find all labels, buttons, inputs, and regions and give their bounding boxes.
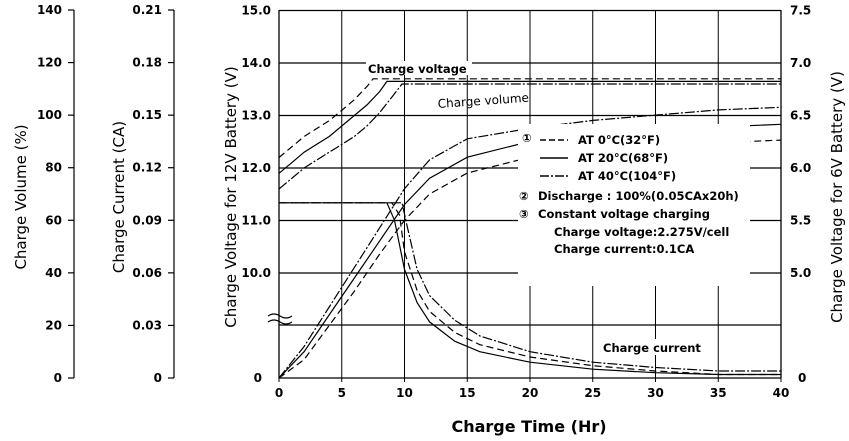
charge-voltage-label: Charge voltage — [368, 62, 467, 76]
voltage6-tick-label: 5.0 — [790, 266, 811, 280]
voltage6-tick-label: 7.0 — [790, 56, 811, 70]
voltage6-tick-label: 6.5 — [790, 109, 811, 123]
voltage12-tick-label: 12.0 — [241, 161, 271, 175]
legend-mark-1: ① — [522, 131, 532, 145]
voltage12-tick-label: 10.0 — [241, 266, 271, 280]
charge-voltage-label-bg — [366, 61, 472, 75]
x-tick-label: 0 — [275, 386, 283, 400]
chart-axes: 10.0 5.0 11.0 5.5 12.0 6.0 13.0 6.5 14.0 7.0 15.0 7… — [37, 3, 811, 400]
volume-tick-label: 40 — [45, 266, 62, 280]
x-axis-label: Charge Time (Hr) — [451, 417, 606, 436]
current-tick-label: 0.15 — [132, 108, 162, 122]
axis-break-mark — [267, 313, 293, 325]
cv-voltage-text: Charge voltage:2.275V/cell — [554, 225, 729, 239]
volume-axis-label: Charge Volume (%) — [12, 124, 30, 269]
voltage12-tick-label: 15.0 — [241, 4, 271, 18]
volume-curve-40c — [278, 106, 782, 379]
current-tick-label: 0 — [154, 371, 162, 385]
current-curve-0c — [279, 202, 781, 376]
x-tick-label: 15 — [459, 386, 476, 400]
charge-volume-label: Charge volume — [437, 91, 529, 111]
current-tick-label: 0.09 — [132, 213, 162, 227]
voltage12-tick-label: 11.0 — [241, 214, 271, 228]
legend-text-40c: AT 40°C(104°F) — [578, 169, 676, 183]
legend-text-0c: AT 0°C(32°F) — [578, 133, 660, 147]
voltage12-tick-label: 0 — [254, 371, 262, 385]
voltage12-axis-label: Charge Voltage for 12V Battery (V) — [222, 66, 240, 327]
volume-tick-label: 0 — [54, 371, 62, 385]
voltage6-tick-label: 5.5 — [790, 214, 811, 228]
x-tick-label: 30 — [647, 386, 664, 400]
x-tick-label: 35 — [710, 386, 727, 400]
current-tick-label: 0.18 — [132, 56, 162, 70]
legend-mark-3: ③ — [519, 207, 529, 221]
voltage-curve-20c — [278, 80, 781, 174]
charge-current-label-bg — [600, 339, 710, 355]
current-tick-label: 0.03 — [132, 318, 162, 332]
volume-tick-label: 60 — [45, 213, 62, 227]
voltage6-axis-label: Charge Voltage for 6V Battery (V) — [828, 71, 846, 323]
current-axis-label: Charge Current (CA) — [110, 121, 128, 273]
discharge-text: Discharge : 100%(0.05CAx20h) — [538, 189, 739, 203]
cv-current-text: Charge current:0.1CA — [554, 242, 694, 256]
volume-tick-label: 80 — [45, 161, 62, 175]
cv-title-text: Constant voltage charging — [538, 207, 710, 221]
legend-text-20c: AT 20°C(68°F) — [578, 151, 668, 165]
x-tick-label: 40 — [773, 386, 790, 400]
voltage6-tick-label: 7.5 — [790, 4, 811, 18]
chart-labels: Charge Volume (%) Charge Current (CA) Ch… — [12, 61, 846, 436]
x-tick-label: 10 — [396, 386, 413, 400]
current-tick-label: 0.12 — [132, 161, 162, 175]
legend-box-bg — [518, 124, 750, 286]
volume-tick-label: 120 — [37, 56, 62, 70]
legend-mark-2: ② — [519, 189, 529, 203]
voltage12-tick-label: 13.0 — [241, 109, 271, 123]
current-tick-label: 0.06 — [132, 266, 162, 280]
voltage12-tick-label: 14.0 — [241, 56, 271, 70]
x-tick-label: 5 — [338, 386, 346, 400]
volume-tick-label: 100 — [37, 108, 62, 122]
voltage6-tick-label: 6.0 — [790, 161, 811, 175]
volume-tick-label: 140 — [37, 3, 62, 17]
volume-tick-label: 20 — [45, 318, 62, 332]
voltage-curve-0c — [278, 78, 781, 158]
x-tick-label: 20 — [522, 386, 539, 400]
current-curve-20c — [279, 202, 781, 376]
current-tick-label: 0.21 — [132, 3, 162, 17]
charge-current-label: Charge current — [603, 341, 701, 355]
voltage-curve-40c — [278, 83, 781, 190]
voltage6-tick-label: 0 — [798, 371, 806, 385]
x-tick-label: 25 — [584, 386, 601, 400]
